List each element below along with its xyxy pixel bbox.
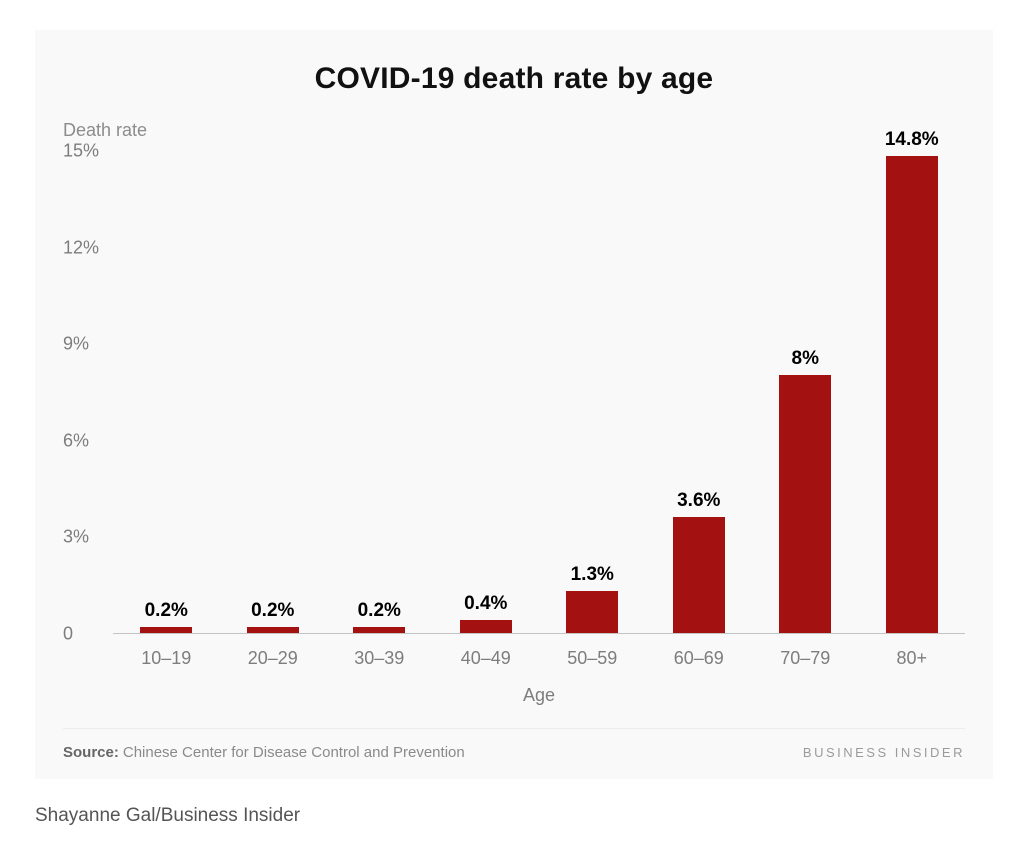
x-axis: 10–19 20–29 30–39 40–49 50–59 60–69 70–79 80+ [113,648,965,669]
bar-group: 3.6% [646,490,753,633]
y-tick-label: 15% [63,140,100,161]
y-axis: 0 3% 6% 9% 12% 15% [63,141,113,644]
bar [566,591,619,633]
bar-group: 0.4% [433,593,540,633]
bar-group: 0.2% [220,600,327,633]
source-line: Source: Chinese Center for Disease Contro… [63,744,465,761]
bar [140,626,193,633]
x-tick-label: 80+ [896,648,928,668]
bar [779,375,832,633]
credit-line: Shayanne Gal/Business Insider [35,805,301,826]
y-tick-label: 9% [63,333,90,354]
bar-value-label: 0.4% [464,593,508,615]
bar [353,626,406,633]
bar-value-label: 8% [791,348,819,370]
x-tick-label: 30–39 [354,648,405,668]
bar-group: 14.8% [859,129,966,633]
y-axis-title: Death rate [63,120,148,140]
x-tick-label: 60–69 [673,648,724,668]
chart-title: COVID-19 death rate by age [314,62,714,95]
y-tick-label: 0 [63,623,74,644]
y-tick-label: 3% [63,526,90,547]
bar [885,156,938,633]
bar-value-label: 0.2% [357,599,401,621]
chart-card: COVID-19 death rate by age Death rate 0 3… [35,30,993,779]
bar-value-label: 0.2% [251,599,295,621]
y-tick-label: 6% [63,430,90,451]
bars-container: 0.2% 0.2% 0.2% 0.4% 1.3% 3.6% 8% 14.8% [113,129,965,633]
y-tick-label: 12% [63,237,100,258]
source-text: Chinese Center for Disease Control and P… [122,744,465,761]
bar-value-label: 3.6% [677,490,721,512]
bar-group: 0.2% [113,600,220,633]
bar [246,626,299,633]
source-label: Source: [63,744,119,761]
x-tick-label: 10–19 [141,648,192,668]
bar-group: 0.2% [326,600,433,633]
chart-region: 0 3% 6% 9% 12% 15% 0.2% 0.2% 0.2% 0.4% 1.3% 3.6% 8%… [63,129,965,644]
bar-value-label: 0.2% [144,599,188,621]
x-tick-label: 70–79 [780,648,831,668]
bar-group: 8% [752,348,859,633]
plot-area: 0.2% 0.2% 0.2% 0.4% 1.3% 3.6% 8% 14.8% [113,129,965,634]
x-tick-label: 40–49 [460,648,511,668]
bar-value-label: 14.8% [884,129,939,151]
chart-footer: Source: Chinese Center for Disease Contro… [63,728,965,761]
x-axis-title: Age [522,685,556,705]
bar [459,620,512,633]
x-tick-label: 20–29 [247,648,298,668]
bar [672,517,725,633]
bar-value-label: 1.3% [570,564,614,586]
brand-logo: BUSINESS INSIDER [802,745,965,760]
bar-group: 1.3% [539,564,646,633]
x-tick-label: 50–59 [567,648,618,668]
